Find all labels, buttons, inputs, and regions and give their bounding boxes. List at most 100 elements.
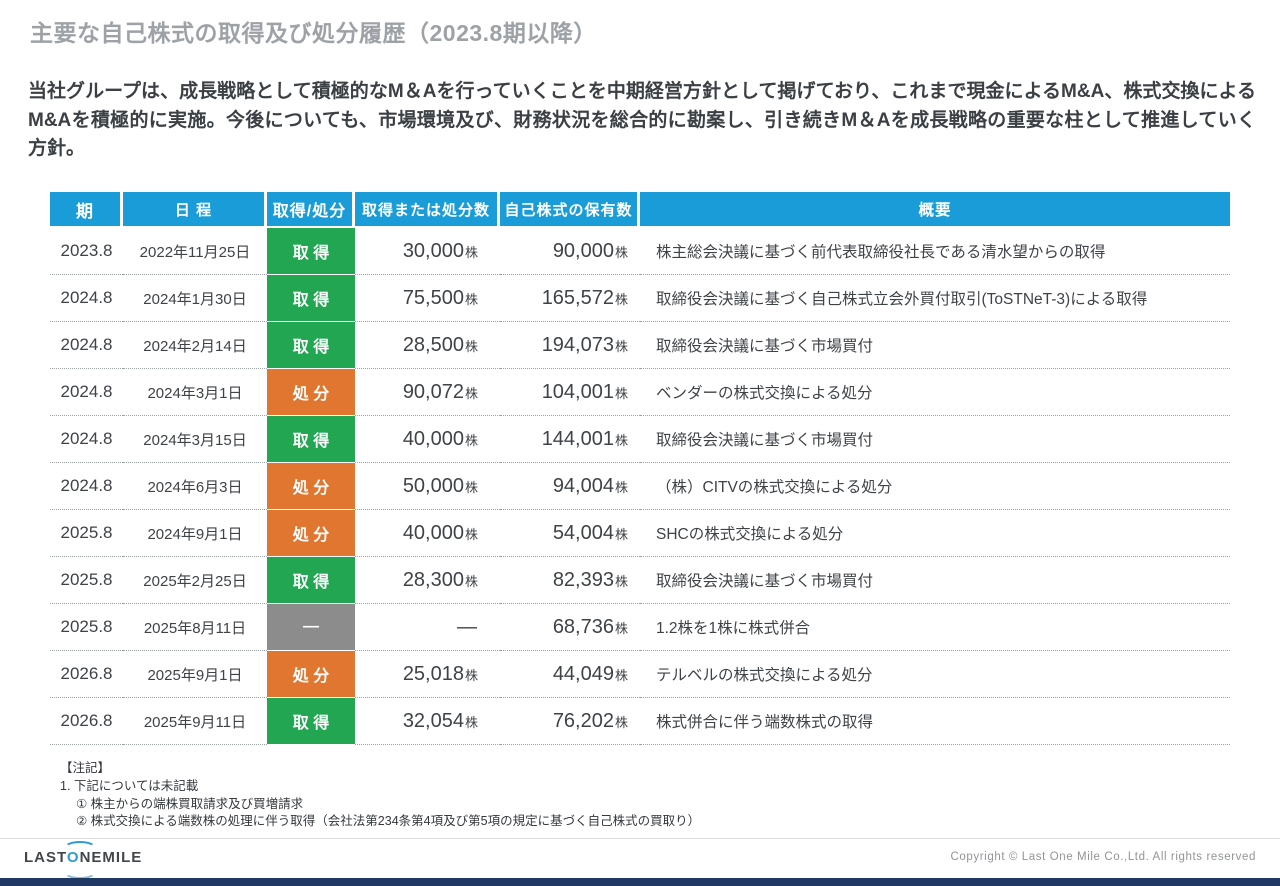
holdings-cell: 94,004 株 — [500, 463, 640, 510]
date-cell: 2025年9月11日 — [123, 698, 267, 745]
holdings-unit: 株 — [614, 244, 628, 260]
quantity-value: 25,018 — [402, 662, 464, 685]
action-badge-label: 取 得 — [292, 339, 330, 356]
action-badge-label: 取 得 — [292, 433, 330, 450]
quantity-unit: 株 — [464, 385, 478, 401]
logo-arc-icon — [64, 841, 96, 855]
note-line: ① 株主からの端株買取請求及び買増請求 — [76, 796, 304, 811]
table-row: 2024.8 2024年3月15日 取 得 40,000 株 144,001 株 取… — [50, 416, 1230, 463]
holdings-cell: 76,202 株 — [500, 698, 640, 745]
period-cell: 2024.8 — [50, 275, 123, 322]
history-table: 期 日 程 取得/処分 取得または処分数 自己株式の保有数 概要 2023.8 … — [50, 192, 1230, 745]
holdings-value: 76,202 — [552, 709, 614, 732]
quantity-value: ― — [457, 615, 477, 638]
action-badge-label: 取 得 — [292, 574, 330, 591]
logo-arc-icon — [64, 865, 96, 879]
action-badge: 取 得 — [267, 275, 355, 322]
notes-section: 【注記】 1. 下記については未記載 ① 株主からの端株買取請求及び買増請求 ②… — [60, 760, 700, 831]
intro-paragraph: 当社グループは、成長戦略として積極的なM＆Aを行っていくことを中期経営方針として… — [28, 81, 1256, 159]
action-badge: ― — [267, 604, 355, 651]
holdings-unit: 株 — [614, 667, 628, 683]
description-cell: 取締役会決議に基づく自己株式立会外買付取引(ToSTNeT-3)による取得 — [640, 275, 1230, 322]
description-cell: 取締役会決議に基づく市場買付 — [640, 557, 1230, 604]
date-cell: 2025年8月11日 — [123, 604, 267, 651]
quantity-unit: 株 — [464, 667, 478, 683]
holdings-value: 68,736 — [552, 615, 614, 638]
action-badge: 取 得 — [267, 416, 355, 463]
holdings-unit: 株 — [614, 573, 628, 589]
date-cell: 2024年2月14日 — [123, 322, 267, 369]
period-cell: 2024.8 — [50, 416, 123, 463]
holdings-cell: 44,049 株 — [500, 651, 640, 698]
footer: LASTONEMILE Copyright © Last One Mile Co… — [0, 839, 1280, 879]
quantity-value: 28,500 — [402, 333, 464, 356]
note-line: 1. 下記については未記載 — [60, 778, 199, 793]
holdings-cell: 68,736 株 — [500, 604, 640, 651]
date-cell: 2024年6月3日 — [123, 463, 267, 510]
quantity-cell: 75,500 株 — [355, 275, 500, 322]
holdings-unit: 株 — [614, 338, 628, 354]
holdings-value: 194,073 — [541, 333, 614, 356]
description-cell: 1.2株を1株に株式併合 — [640, 604, 1230, 651]
date-cell: 2024年9月1日 — [123, 510, 267, 557]
action-badge-label: 処 分 — [292, 480, 330, 497]
holdings-unit: 株 — [614, 432, 628, 448]
company-logo: LASTONEMILE — [24, 841, 142, 879]
quantity-value: 40,000 — [402, 427, 464, 450]
description-cell: 取締役会決議に基づく市場買付 — [640, 416, 1230, 463]
date-cell: 2024年3月1日 — [123, 369, 267, 416]
holdings-cell: 104,001 株 — [500, 369, 640, 416]
holdings-cell: 82,393 株 — [500, 557, 640, 604]
bottom-accent-bar — [0, 878, 1280, 886]
action-badge: 取 得 — [267, 322, 355, 369]
header-period: 期 — [50, 192, 123, 228]
holdings-unit: 株 — [614, 479, 628, 495]
holdings-unit: 株 — [614, 526, 628, 542]
holdings-cell: 54,004 株 — [500, 510, 640, 557]
action-badge-label: 処 分 — [292, 527, 330, 544]
header-summary: 概要 — [640, 192, 1230, 228]
holdings-value: 104,001 — [541, 380, 614, 403]
quantity-unit: 株 — [464, 573, 478, 589]
table-row: 2025.8 2024年9月1日 処 分 40,000 株 54,004 株 SHC… — [50, 510, 1230, 557]
quantity-cell: 25,018 株 — [355, 651, 500, 698]
holdings-value: 44,049 — [552, 662, 614, 685]
holdings-value: 90,000 — [552, 239, 614, 262]
quantity-unit: 株 — [464, 291, 478, 307]
period-cell: 2025.8 — [50, 557, 123, 604]
quantity-unit: 株 — [464, 479, 478, 495]
holdings-value: 165,572 — [541, 286, 614, 309]
page-title: 主要な自己株式の取得及び処分履歴（2023.8期以降） — [30, 20, 597, 46]
table-body: 2023.8 2022年11月25日 取 得 30,000 株 90,000 株 株… — [50, 228, 1230, 745]
logo-text-accent: O — [66, 849, 80, 866]
action-badge: 処 分 — [267, 463, 355, 510]
description-cell: ベンダーの株式交換による処分 — [640, 369, 1230, 416]
date-cell: 2022年11月25日 — [123, 228, 267, 275]
quantity-value: 75,500 — [402, 286, 464, 309]
action-badge: 取 得 — [267, 228, 355, 275]
holdings-cell: 144,001 株 — [500, 416, 640, 463]
header-date: 日 程 — [123, 192, 267, 228]
copyright-text: Copyright © Last One Mile Co.,Ltd. All r… — [950, 851, 1256, 863]
action-badge: 取 得 — [267, 698, 355, 745]
quantity-cell: 30,000 株 — [355, 228, 500, 275]
date-cell: 2024年1月30日 — [123, 275, 267, 322]
header-action: 取得/処分 — [267, 192, 355, 228]
quantity-value: 32,054 — [402, 709, 464, 732]
quantity-value: 50,000 — [402, 474, 464, 497]
action-badge-label: 処 分 — [292, 668, 330, 685]
quantity-unit: 株 — [464, 244, 478, 260]
header-holdings: 自己株式の保有数 — [500, 192, 640, 228]
description-cell: テルベルの株式交換による処分 — [640, 651, 1230, 698]
description-cell: SHCの株式交換による処分 — [640, 510, 1230, 557]
quantity-value: 40,000 — [402, 521, 464, 544]
date-cell: 2025年2月25日 — [123, 557, 267, 604]
logo-text-pre: LAST — [24, 849, 67, 866]
header-quantity: 取得または処分数 — [355, 192, 500, 228]
quantity-unit: 株 — [464, 338, 478, 354]
quantity-unit: 株 — [464, 432, 478, 448]
action-badge-label: 取 得 — [292, 245, 330, 262]
description-cell: 株主総会決議に基づく前代表取締役社長である清水望からの取得 — [640, 228, 1230, 275]
table-row: 2026.8 2025年9月11日 取 得 32,054 株 76,202 株 株式… — [50, 698, 1230, 745]
